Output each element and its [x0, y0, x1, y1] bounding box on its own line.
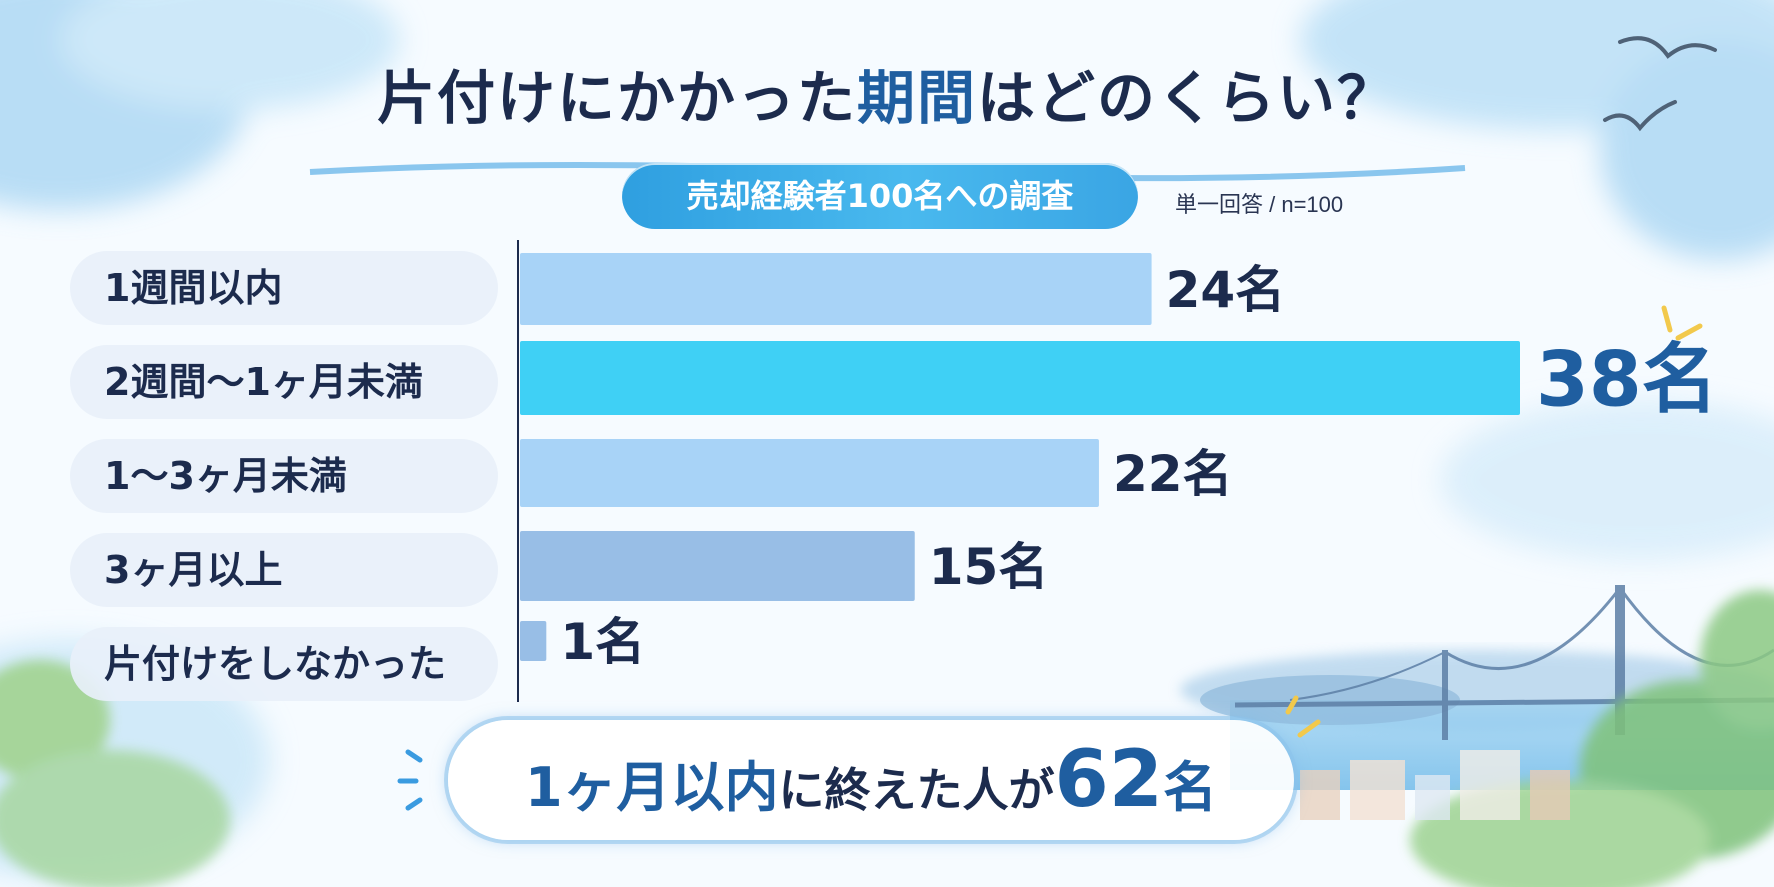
sparkle-icon [397, 749, 423, 811]
category-label: 3ヶ月以上 [70, 533, 498, 607]
bar-value-label: 22名 [1113, 445, 1233, 503]
summary-unit: 名 [1163, 756, 1218, 819]
tree-illustration [0, 590, 1774, 887]
bar [520, 253, 1152, 325]
chart-title-container: 片付けにかかった期間はどのくらい？ [0, 58, 1774, 138]
response-note: 単一回答 / n=100 [1175, 192, 1344, 217]
summary-part1: 1ヶ月以内 [524, 756, 779, 819]
title-part1: 片付けにかかった [376, 64, 857, 132]
seagull-icon [1603, 36, 1717, 132]
subtitle-badge: 売却経験者100名への調査 [622, 163, 1138, 229]
category-label: 1週間以内 [70, 251, 498, 325]
chart-title: 片付けにかかった期間はどのくらい？ [377, 58, 1397, 138]
sparkle-icon [1285, 305, 1703, 738]
summary-part2: に終えた人が [778, 763, 1055, 817]
bar-value-label: 15名 [929, 538, 1049, 596]
bar-value-label: 24名 [1166, 261, 1286, 319]
category-label: 2週間～1ヶ月未満 [70, 345, 498, 419]
bar [520, 439, 1099, 507]
bar [520, 531, 915, 601]
bar [520, 621, 547, 661]
title-part2: はどのくらい？ [977, 64, 1398, 132]
summary-text: 1ヶ月以内に終えた人が62名 [448, 720, 1294, 840]
title-highlight: 期間 [856, 64, 977, 132]
summary-number: 62 [1054, 735, 1164, 825]
category-label: 1～3ヶ月未満 [70, 439, 498, 513]
bar-value-label: 38名 [1536, 334, 1718, 423]
town-illustration [1300, 750, 1570, 820]
category-label: 片付けをしなかった [70, 627, 498, 701]
summary-badge [448, 720, 1294, 840]
bar-value-label: 1名 [560, 613, 645, 671]
bar [520, 341, 1520, 415]
